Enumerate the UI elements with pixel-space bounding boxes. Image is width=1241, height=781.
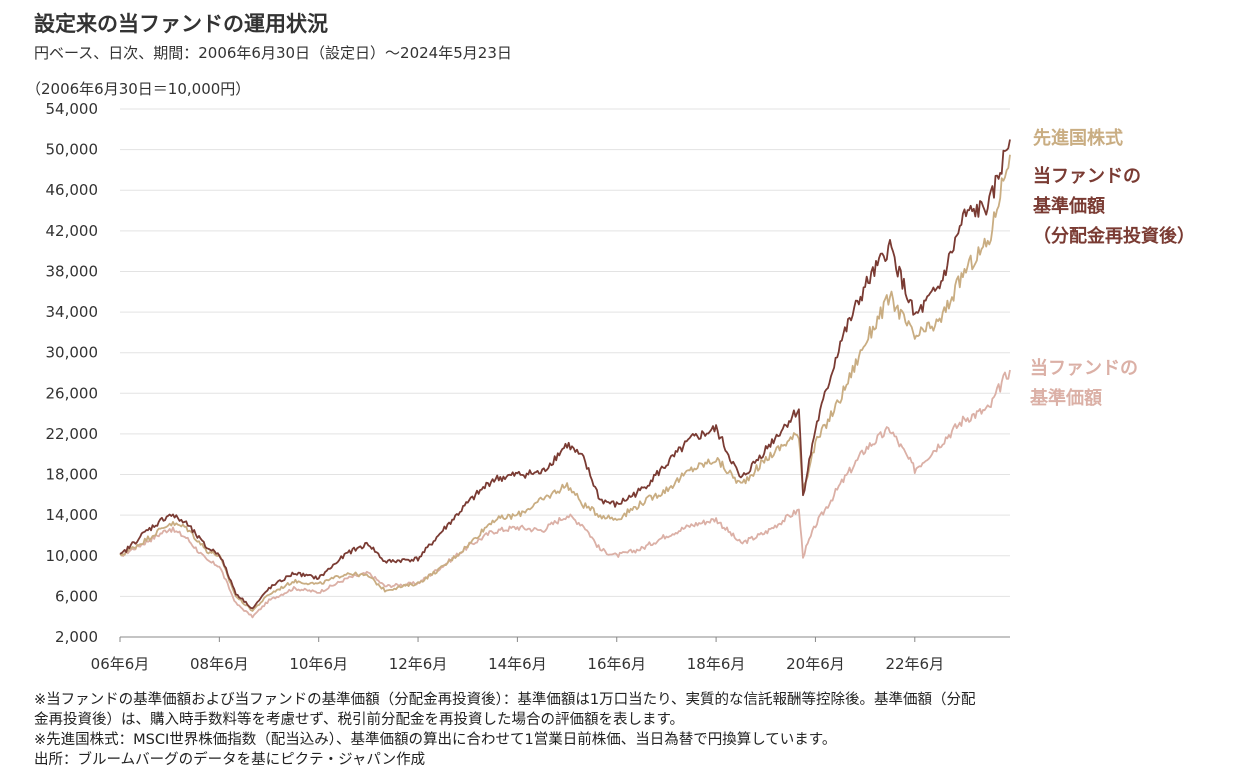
- chart-subtitle: 円ベース、日次、期間：2006年6月30日（設定日）～2024年5月23日: [34, 44, 512, 62]
- legend-nav-reinvest-line1: 当ファンドの: [1033, 166, 1141, 187]
- y-tick-label: 2,000: [55, 628, 98, 646]
- footnote-line: ※当ファンドの基準価額および当ファンドの基準価額（分配金再投資後）：基準価額は1…: [34, 692, 976, 708]
- y-axis-ticks: 54,000 50,000 46,000 42,000 38,000 34,000 30,0…: [46, 100, 99, 646]
- y-tick-label: 26,000: [46, 384, 99, 402]
- y-tick-label: 34,000: [46, 303, 99, 321]
- x-tick-label: 14年6月: [488, 655, 547, 673]
- x-tick-label: 16年6月: [587, 655, 646, 673]
- footnote-line: ※先進国株式：MSCI世界株価指数（配当込み）、基準価額の算出に合わせて1営業日…: [34, 732, 837, 748]
- footnote-line: 出所：ブルームバーグのデータを基にピクテ・ジャパン作成: [34, 752, 426, 768]
- x-tick-label: 06年6月: [91, 655, 150, 673]
- y-tick-label: 14,000: [46, 506, 99, 524]
- chart-title: 設定来の当ファンドの運用状況: [34, 12, 328, 36]
- x-tick-label: 08年6月: [190, 655, 249, 673]
- y-tick-label: 6,000: [55, 587, 98, 605]
- series-lines: [119, 139, 1011, 619]
- y-tick-label: 54,000: [46, 100, 99, 118]
- x-tick-label: 22年6月: [885, 655, 944, 673]
- y-tick-label: 22,000: [46, 425, 99, 443]
- x-axis-ticks: 06年6月 08年6月 10年6月 12年6月 14年6月 16年6月 18年6月 20年6月…: [91, 637, 944, 673]
- y-tick-label: 46,000: [46, 181, 99, 199]
- gridlines: [120, 108, 1010, 638]
- y-tick-label: 42,000: [46, 222, 99, 240]
- y-tick-label: 30,000: [46, 344, 99, 362]
- y-tick-label: 10,000: [46, 547, 99, 565]
- footnotes: ※当ファンドの基準価額および当ファンドの基準価額（分配金再投資後）：基準価額は1…: [34, 690, 1214, 770]
- x-tick-label: 20年6月: [786, 655, 845, 673]
- y-tick-label: 50,000: [46, 141, 99, 159]
- legend-nav-reinvest: 当ファンドの 基準価額 （分配金再投資後）: [1033, 162, 1195, 252]
- x-tick-label: 18年6月: [687, 655, 746, 673]
- legend-nav: 当ファンドの 基準価額: [1030, 354, 1138, 414]
- y-tick-label: 18,000: [46, 466, 99, 484]
- legend-nav-reinvest-line3: （分配金再投資後）: [1033, 226, 1195, 247]
- legend-nav-line2: 基準価額: [1030, 388, 1102, 409]
- legend-msci-label: 先進国株式: [1033, 128, 1123, 149]
- legend-msci: 先進国株式: [1033, 124, 1123, 154]
- x-tick-label: 10年6月: [289, 655, 348, 673]
- legend-nav-reinvest-line2: 基準価額: [1033, 196, 1105, 217]
- series-line-nav: [119, 369, 1011, 619]
- footnote-line: 金再投資後）は、購入時手数料等を考慮せず、税引前分配金を再投資した場合の評価額を…: [34, 712, 685, 728]
- series-line-nav-reinvest: [119, 139, 1011, 610]
- y-tick-label: 38,000: [46, 262, 99, 280]
- legend-nav-line1: 当ファンドの: [1030, 358, 1138, 379]
- y-axis-unit-label: （2006年6月30日＝10,000円）: [26, 80, 251, 98]
- series-line-msci: [119, 154, 1011, 612]
- x-tick-label: 12年6月: [389, 655, 448, 673]
